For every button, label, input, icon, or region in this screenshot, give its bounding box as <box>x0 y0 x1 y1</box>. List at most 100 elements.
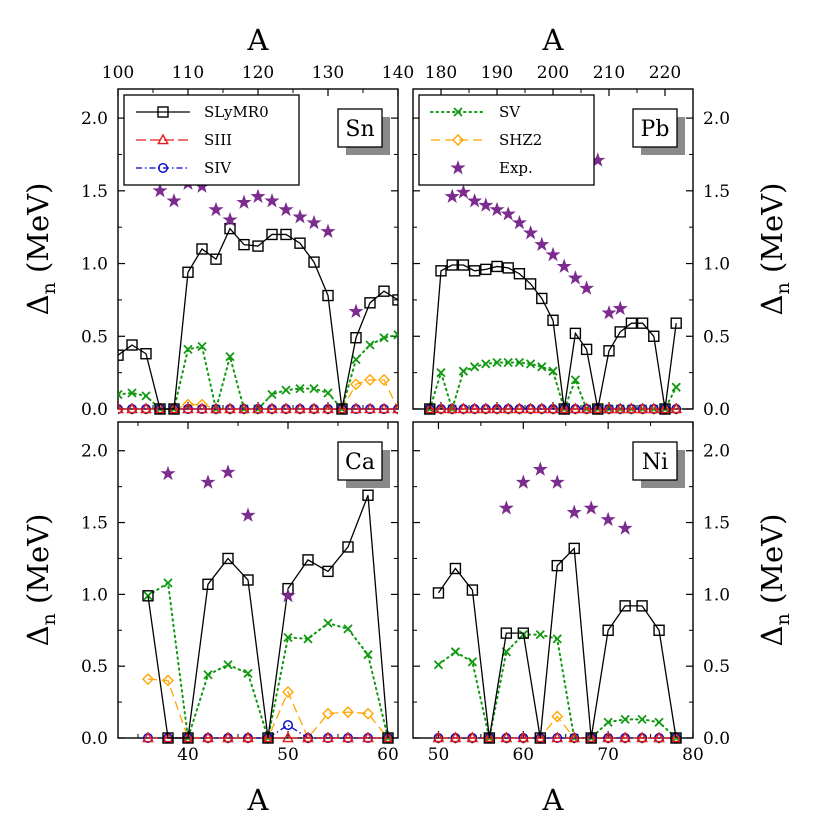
y-tick-label: 1.0 <box>81 585 108 605</box>
data-point <box>435 265 447 277</box>
data-point <box>432 731 445 743</box>
data-point <box>264 193 280 208</box>
data-point <box>262 732 274 744</box>
data-point <box>278 201 294 217</box>
y-tick-label: 1.5 <box>81 182 108 202</box>
nucleus-tag: Ni <box>642 450 668 475</box>
data-point <box>222 552 234 565</box>
data-point <box>467 657 478 667</box>
data-point <box>142 731 154 743</box>
data-point <box>537 362 547 372</box>
data-point <box>558 403 570 415</box>
nucleus-tag-box <box>337 441 383 481</box>
data-point <box>424 403 436 415</box>
x-axis-title: A <box>542 783 565 817</box>
data-point <box>570 375 581 385</box>
x-tick-label: 80 <box>682 745 704 765</box>
y-tick-label: 2.0 <box>703 442 730 462</box>
y-tick-label: 1.0 <box>703 585 730 605</box>
series-exp <box>498 461 633 535</box>
y-tick-label: 1.0 <box>81 255 108 275</box>
series-line <box>147 581 389 739</box>
x-tick-label: 40 <box>177 745 199 765</box>
panel-sn: 0.0 0.5 1.0 1.5 2.0 Δn (MeV) 100 110 120 130 140 A S… <box>21 23 414 420</box>
data-point <box>336 402 348 414</box>
plot-area <box>432 461 683 744</box>
data-point <box>309 383 319 394</box>
data-point <box>514 357 525 368</box>
data-point <box>342 706 354 719</box>
data-point <box>236 194 252 209</box>
data-point <box>163 578 173 588</box>
data-point <box>182 732 194 744</box>
data-point <box>468 265 481 277</box>
data-point <box>534 236 550 252</box>
data-point <box>600 511 616 527</box>
data-point <box>152 182 168 198</box>
data-point <box>670 317 682 329</box>
x-axis-title: A <box>247 783 270 817</box>
x-tick-label: 140 <box>382 63 414 83</box>
data-point <box>483 731 496 743</box>
series-line <box>429 264 677 410</box>
data-point <box>243 668 253 679</box>
data-point <box>502 262 514 274</box>
legend-label: SIII <box>204 131 232 149</box>
data-point <box>455 184 471 199</box>
y-tick-label: 2.0 <box>703 109 730 129</box>
legend-marker <box>157 106 169 118</box>
data-point <box>547 314 559 326</box>
data-point <box>517 627 530 639</box>
data-point <box>365 340 375 350</box>
data-point <box>568 731 581 743</box>
data-point <box>320 223 336 238</box>
data-point <box>242 731 254 743</box>
legend-label: SIV <box>204 159 232 177</box>
data-point <box>435 402 447 414</box>
nucleus-tag-box <box>337 108 383 148</box>
series-line <box>118 227 398 410</box>
data-point <box>585 731 598 743</box>
data-point <box>379 333 389 343</box>
data-point <box>342 541 354 553</box>
nucleus-tag-box <box>632 108 678 148</box>
data-point <box>238 402 250 414</box>
data-point <box>382 731 394 743</box>
data-point <box>535 629 545 640</box>
data-point <box>126 339 138 351</box>
x-tick-label: 130 <box>312 63 344 83</box>
data-point <box>517 731 530 743</box>
data-point <box>392 403 398 415</box>
nucleus-tag: Ca <box>345 450 375 475</box>
legend-marker <box>453 107 463 117</box>
legend: SLyMR0 SIII SIV <box>123 94 300 186</box>
data-point <box>625 402 638 414</box>
data-point <box>525 359 536 369</box>
y-tick-label: 1.5 <box>81 514 108 534</box>
data-point <box>351 354 361 365</box>
data-point <box>547 402 559 414</box>
data-point <box>154 402 166 414</box>
data-point <box>602 624 614 636</box>
data-point <box>468 402 481 414</box>
data-point <box>140 348 152 360</box>
data-point <box>322 731 334 743</box>
data-point <box>653 624 665 636</box>
data-point <box>322 565 334 578</box>
data-point <box>535 402 548 414</box>
data-point <box>637 714 647 724</box>
y-tick-label: 0.5 <box>81 657 108 677</box>
data-point <box>579 280 595 295</box>
data-point <box>166 193 182 208</box>
y-tick-label: 0.5 <box>703 657 730 677</box>
data-point <box>449 562 462 575</box>
data-point <box>625 317 638 329</box>
data-point <box>196 402 208 414</box>
x-tick-label: 220 <box>649 63 681 83</box>
data-point <box>498 500 514 515</box>
data-point <box>343 624 353 634</box>
data-point <box>670 731 682 743</box>
y-tick-label: 1.5 <box>703 514 730 534</box>
series-exp <box>160 464 296 603</box>
x-tick-label: 180 <box>425 63 457 83</box>
